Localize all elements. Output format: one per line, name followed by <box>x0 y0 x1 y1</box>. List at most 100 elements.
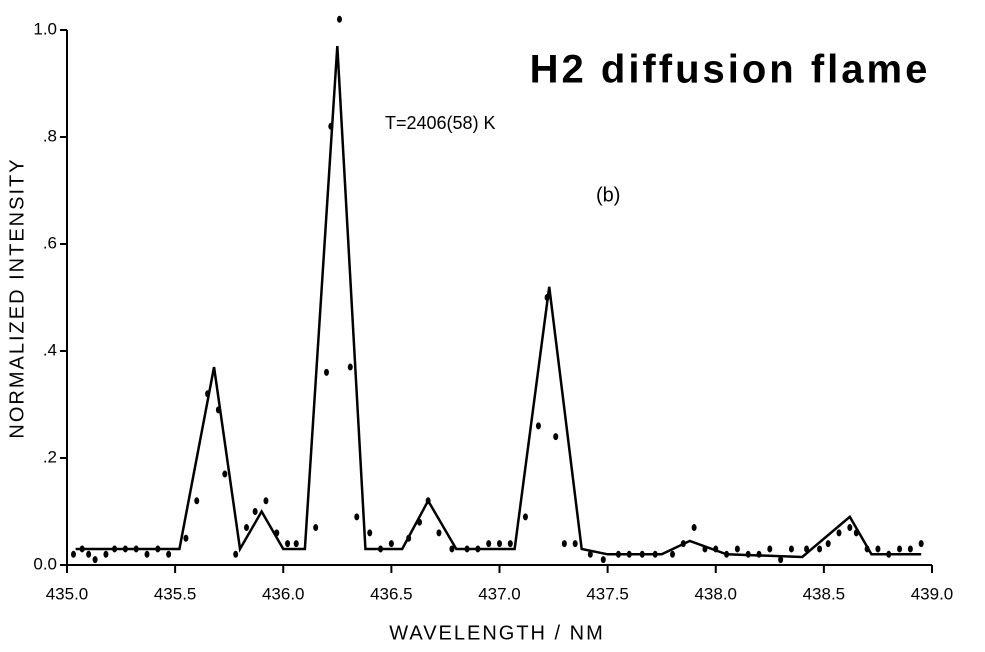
data-point <box>756 550 762 558</box>
data-point <box>600 556 606 564</box>
data-point <box>535 422 541 430</box>
data-point <box>378 545 384 553</box>
data-point <box>561 540 567 548</box>
data-point <box>103 550 109 558</box>
data-point <box>847 524 853 532</box>
data-point <box>734 545 740 553</box>
y-tick-label: .2 <box>43 447 57 466</box>
data-point <box>897 545 903 553</box>
data-point <box>274 529 280 537</box>
data-point <box>886 550 892 558</box>
y-tick-label: .6 <box>43 233 57 252</box>
data-point <box>324 368 329 376</box>
data-point <box>122 545 128 553</box>
data-point <box>875 545 881 553</box>
data-point <box>86 550 92 558</box>
data-point <box>702 545 708 553</box>
data-point <box>328 122 334 130</box>
data-point <box>112 545 118 553</box>
data-point <box>425 497 431 505</box>
data-point <box>639 550 645 558</box>
y-tick-label: .4 <box>43 340 57 359</box>
data-point <box>652 550 658 558</box>
x-tick-label: 436.0 <box>262 584 305 603</box>
x-axis-title: WAVELENGTH / NM <box>389 622 605 644</box>
data-point <box>436 529 442 537</box>
data-point <box>367 529 373 537</box>
data-point <box>406 534 412 542</box>
data-point <box>713 545 719 553</box>
data-point <box>215 406 221 414</box>
data-point <box>92 556 98 564</box>
data-point <box>864 545 870 553</box>
data-point <box>825 540 831 548</box>
annotation: T=2406(58) K <box>385 113 496 133</box>
data-point <box>155 545 161 553</box>
data-point <box>544 294 550 301</box>
data-point <box>572 540 578 548</box>
data-point <box>836 529 842 537</box>
data-point <box>194 497 200 505</box>
data-point <box>252 508 258 515</box>
data-point <box>497 540 502 548</box>
y-tick-label: 0.0 <box>33 554 57 573</box>
data-point <box>745 550 751 558</box>
fit-line <box>75 45 922 559</box>
data-point <box>615 550 621 558</box>
data-point <box>767 545 773 553</box>
data-point <box>79 545 85 553</box>
data-point <box>670 550 675 558</box>
data-point <box>293 540 299 548</box>
x-tick-label: 437.0 <box>478 584 521 603</box>
data-point <box>347 363 353 371</box>
data-point <box>243 524 249 532</box>
data-point <box>507 540 513 548</box>
data-point <box>691 524 697 532</box>
data-point <box>907 545 913 553</box>
data-point <box>354 513 360 521</box>
data-point <box>626 550 632 558</box>
data-point <box>166 550 172 558</box>
data-point <box>449 545 455 553</box>
data-point <box>233 550 239 558</box>
x-tick-label: 439.0 <box>911 584 954 603</box>
data-point <box>263 497 269 505</box>
data-point <box>804 545 810 553</box>
data-point <box>285 540 291 548</box>
data-point <box>587 550 593 558</box>
y-tick-label: 1.0 <box>33 19 57 38</box>
data-point <box>388 540 394 548</box>
y-tick-label: .8 <box>43 126 57 145</box>
y-axis-title: NORMALIZED INTENSITY <box>6 157 28 438</box>
data-point <box>144 550 150 558</box>
data-point <box>133 545 139 553</box>
data-point <box>70 550 76 558</box>
chart-title: H2 diffusion flame <box>530 48 931 92</box>
x-tick-label: 435.5 <box>154 584 197 603</box>
x-tick-label: 435.0 <box>46 584 89 603</box>
data-point <box>522 513 528 521</box>
data-point <box>724 550 730 558</box>
data-point <box>918 540 924 548</box>
data-point <box>336 15 342 23</box>
data-point <box>464 545 470 553</box>
data-point <box>222 470 228 478</box>
x-tick-label: 436.5 <box>370 584 413 603</box>
x-tick-label: 437.5 <box>586 584 629 603</box>
x-tick-label: 438.0 <box>694 584 737 603</box>
data-point <box>778 556 784 564</box>
data-point <box>313 524 319 532</box>
data-point <box>486 540 492 548</box>
data-point <box>553 433 559 441</box>
data-point <box>475 545 481 553</box>
data-point <box>205 390 211 398</box>
data-point <box>817 545 823 553</box>
data-point <box>788 545 794 553</box>
annotation: (b) <box>596 184 620 206</box>
data-point <box>416 518 422 526</box>
data-point <box>183 534 189 542</box>
data-point <box>680 540 686 548</box>
data-point <box>853 529 859 537</box>
x-tick-label: 438.5 <box>803 584 846 603</box>
